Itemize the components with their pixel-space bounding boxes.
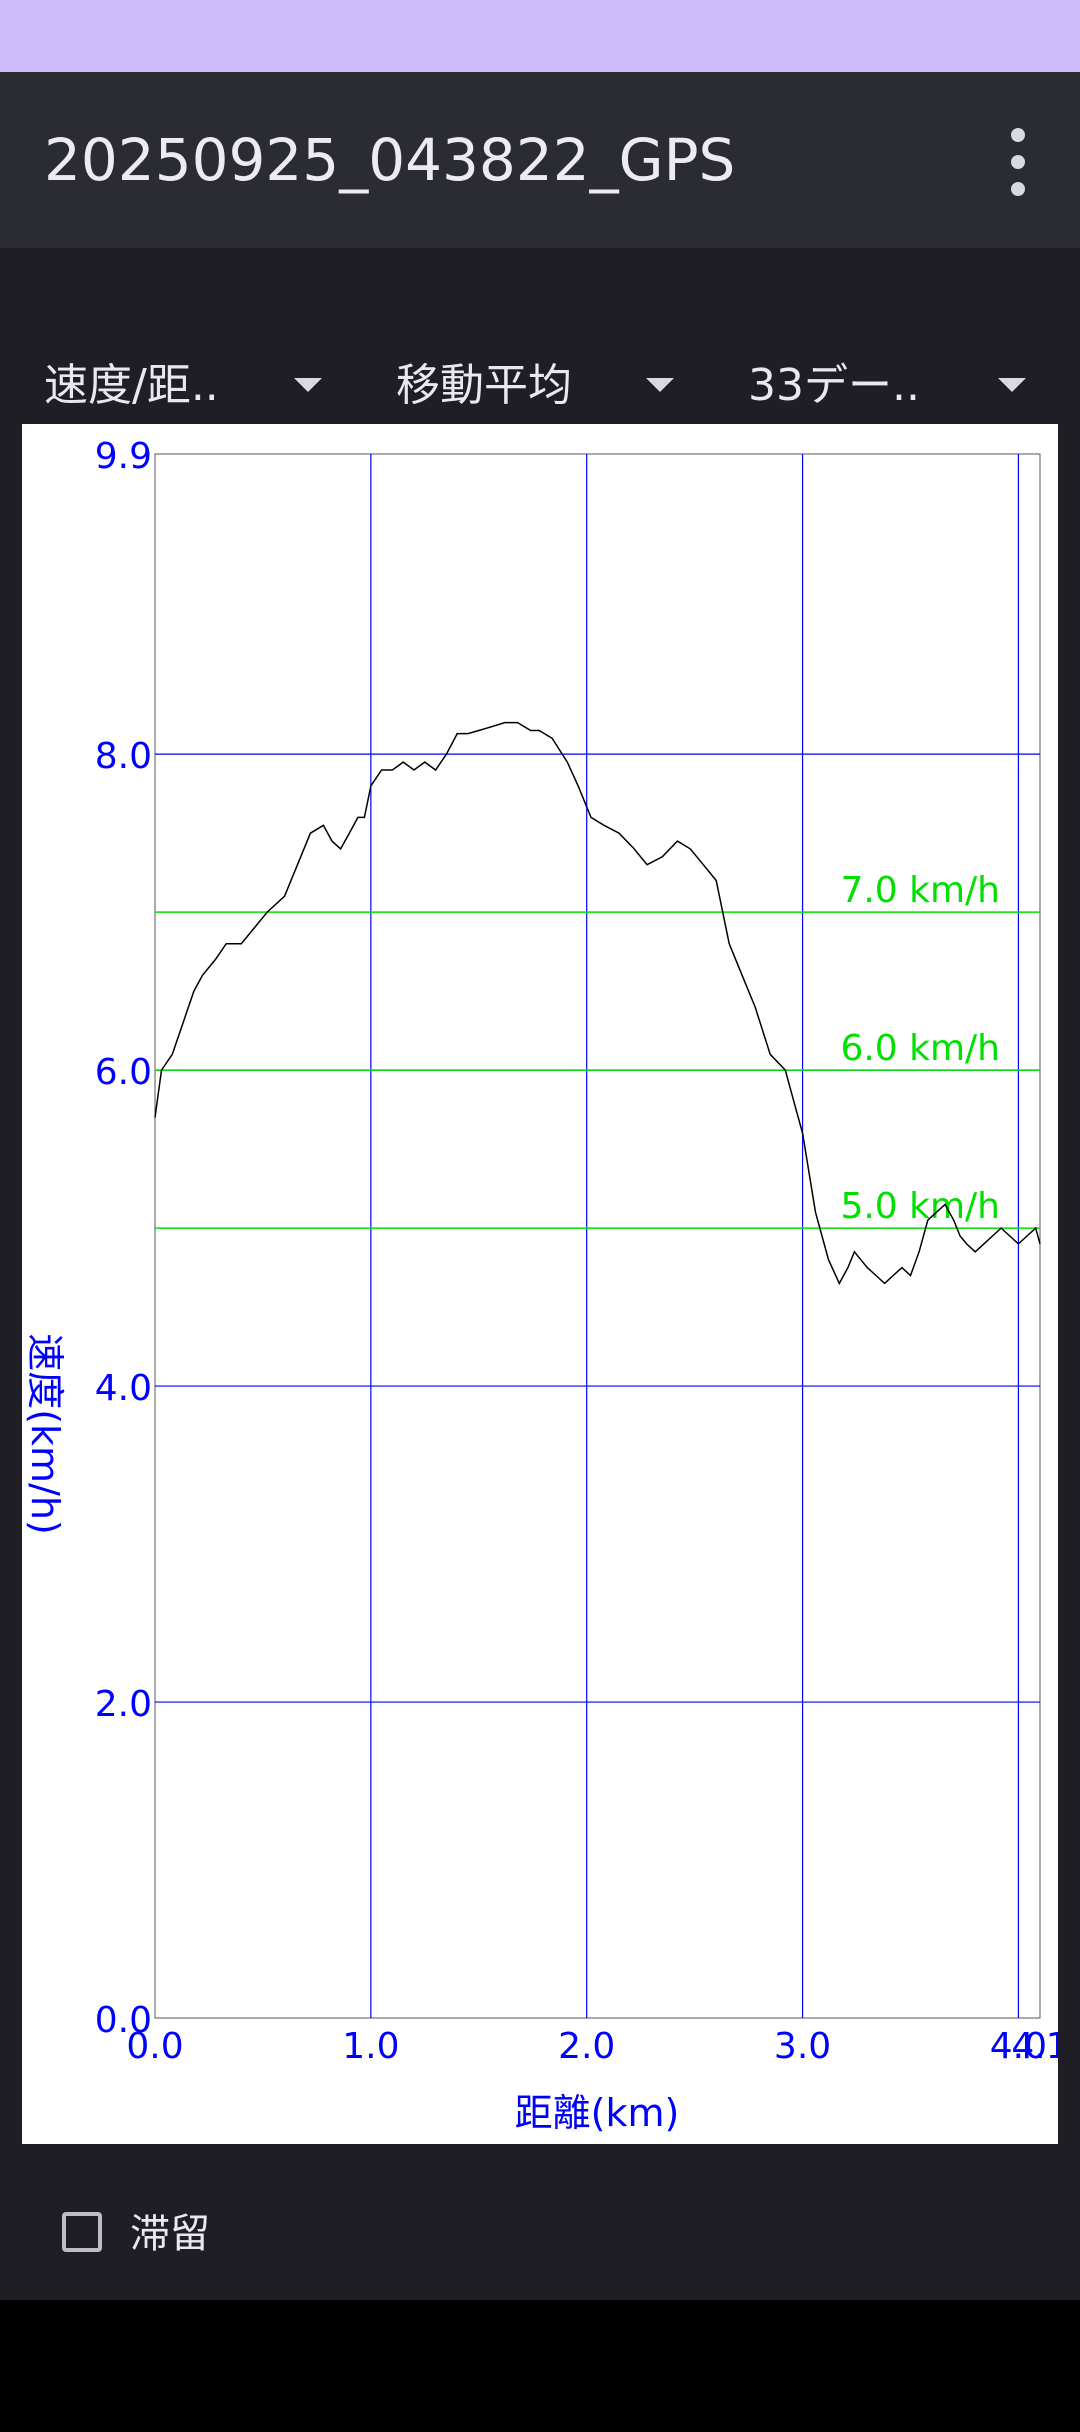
stay-checkbox-row[interactable]: 滞留 xyxy=(62,2206,462,2266)
reference-line-label: 6.0 km/h xyxy=(840,1028,1000,1069)
y-axis-label: 速度(km/h) xyxy=(23,1333,67,1535)
speed-distance-chart[interactable]: 7.0 km/h 6.0 km/h 5.0 km/h 0.0 1.0 2.0 3.0 4.0… xyxy=(22,424,1058,2144)
graph-type-spinner[interactable]: 速度/距.. xyxy=(44,338,374,438)
x-tick-label: 3.0 xyxy=(774,2026,831,2067)
x-tick-label: 2.0 xyxy=(558,2026,615,2067)
dropdown-arrow-icon xyxy=(646,378,674,392)
y-tick-label: 6.0 xyxy=(95,1052,152,1093)
x-tick-label: 1.0 xyxy=(342,2026,399,2067)
status-bar xyxy=(0,0,1080,72)
y-tick-label: 0.0 xyxy=(95,2000,152,2041)
y-tick-label: 9.9 xyxy=(95,436,152,477)
chart-svg: 7.0 km/h 6.0 km/h 5.0 km/h 0.0 1.0 2.0 3.0 4.0… xyxy=(23,436,1058,2135)
plot-frame xyxy=(154,453,1041,2019)
graph-type-label: 速度/距.. xyxy=(44,360,219,411)
stay-checkbox-label: 滞留 xyxy=(130,2211,210,2257)
content-area: 速度/距.. 移動平均 33デー.. 7.0 km/h 6.0 km/h 5.0 k… xyxy=(0,248,1080,2300)
dropdown-arrow-icon xyxy=(294,378,322,392)
x-tick-label: 4.1 xyxy=(1011,2026,1058,2067)
more-vert-icon[interactable] xyxy=(990,128,1046,196)
y-tick-label: 4.0 xyxy=(95,1368,152,1409)
x-tick-label: 0.0 xyxy=(126,2026,183,2067)
y-tick-label: 2.0 xyxy=(95,1684,152,1725)
dropdown-arrow-icon xyxy=(998,378,1026,392)
x-tick-label: 4.0 xyxy=(990,2026,1047,2067)
smoothing-spinner[interactable]: 移動平均 xyxy=(396,338,726,438)
data-count-spinner[interactable]: 33デー.. xyxy=(748,338,1078,438)
x-axis-label: 距離(km) xyxy=(515,2091,680,2135)
page-title: 20250925_043822_GPS xyxy=(44,126,736,194)
smoothing-label: 移動平均 xyxy=(396,360,572,411)
reference-line-label: 7.0 km/h xyxy=(840,870,1000,911)
y-tick-label: 8.0 xyxy=(95,736,152,777)
speed-series-line xyxy=(154,721,1041,1286)
app-bar: 20250925_043822_GPS xyxy=(0,72,1080,248)
stay-checkbox[interactable] xyxy=(62,2212,102,2252)
navigation-bar xyxy=(0,2300,1080,2432)
reference-line-label: 5.0 km/h xyxy=(840,1186,1000,1227)
data-count-label: 33デー.. xyxy=(748,360,920,411)
